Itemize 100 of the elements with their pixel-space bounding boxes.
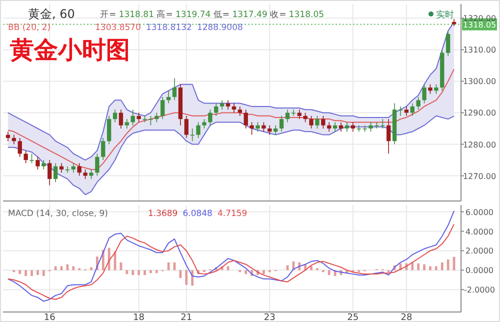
- line-series: [7, 210, 455, 302]
- candlestick: [89, 169, 94, 180]
- x-tick-label: 21: [180, 313, 192, 322]
- candlestick: [160, 96, 165, 120]
- bar: [155, 270, 158, 274]
- annotation: 黄金, 60: [28, 7, 75, 21]
- bar: [434, 266, 438, 270]
- text: BB (20, 2): [8, 23, 51, 33]
- bar: [411, 262, 414, 270]
- bar: [24, 270, 28, 276]
- candlestick: [30, 153, 34, 164]
- bar: [72, 266, 75, 270]
- candlestick: [422, 84, 426, 104]
- bar: [18, 270, 22, 274]
- candlestick: [53, 162, 58, 182]
- candlestick: [386, 118, 391, 154]
- annotation: 1.3689: [148, 209, 178, 219]
- candlestick: [130, 109, 135, 126]
- candlestick: [184, 115, 188, 138]
- candlestick: [350, 122, 355, 132]
- candlestick: [279, 115, 284, 132]
- candlestick: [112, 109, 118, 123]
- y-tick-label: 1290.00: [462, 108, 496, 118]
- bar: [126, 270, 128, 274]
- candlestick: [398, 106, 403, 116]
- candlestick: [48, 160, 52, 186]
- annotation: 4.7159: [217, 209, 248, 219]
- candlestick: [18, 138, 22, 158]
- text: MACD (14, 30, close, 9): [8, 209, 108, 219]
- candlestick: [106, 115, 112, 145]
- candlestick: [83, 169, 88, 180]
- candlestick: [71, 162, 76, 174]
- candlestick: [65, 166, 70, 174]
- line-series: [7, 224, 455, 300]
- bar: [185, 270, 188, 285]
- candlestick: [434, 84, 438, 94]
- bar: [417, 263, 420, 270]
- bar: [423, 264, 426, 270]
- bar: [310, 266, 312, 270]
- bar: [108, 248, 110, 270]
- y-tick-label: 4.0000: [466, 227, 494, 236]
- annotation: 1318.8132: [146, 23, 192, 33]
- candlestick: [410, 102, 414, 116]
- candlestick: [118, 109, 124, 129]
- y-tick-label: -2.0000: [464, 286, 495, 295]
- bar: [36, 270, 39, 276]
- y-tick-label: 1300.00: [462, 77, 496, 86]
- bar: [429, 266, 432, 270]
- bar: [144, 270, 146, 276]
- candlestick: [262, 122, 266, 132]
- candlestick: [59, 162, 64, 174]
- candlestick: [6, 131, 10, 142]
- candlestick: [12, 134, 16, 145]
- candlestick: [338, 122, 344, 132]
- candlestick: [268, 124, 272, 136]
- candlestick: [24, 150, 28, 164]
- candlestick: [136, 112, 141, 123]
- candlestick: [332, 122, 338, 132]
- candlestick: [101, 138, 106, 160]
- candlestick: [344, 122, 350, 132]
- candlestick: [315, 115, 320, 129]
- candlestick: [95, 153, 100, 176]
- candlestick: [256, 122, 260, 132]
- bar: [446, 259, 450, 270]
- candlestick: [321, 115, 326, 129]
- annotation: 开= 1318.81 高= 1319.74 低= 1317.49 收= 1318.05: [100, 9, 324, 20]
- annotation: 1288.9008: [196, 23, 243, 33]
- candlestick: [428, 84, 432, 94]
- y-tick-label: 0.0000: [466, 266, 494, 276]
- candlestick: [446, 30, 450, 56]
- candlestick: [238, 106, 242, 116]
- annotation: 实时: [436, 10, 454, 20]
- candlestick: [226, 100, 230, 110]
- x-tick-label: 16: [44, 313, 56, 322]
- candlestick: [291, 109, 296, 116]
- bar: [150, 270, 152, 274]
- annotation: 1303.8570: [95, 23, 141, 33]
- y-tick-label: 1310.00: [462, 46, 496, 55]
- bar: [30, 270, 33, 276]
- candlestick: [309, 115, 314, 129]
- candlestick: [297, 109, 302, 120]
- candlestick: [202, 118, 206, 129]
- candlestick: [250, 122, 254, 136]
- candlestick: [36, 156, 40, 170]
- candlestick: [303, 112, 308, 123]
- candlestick: [166, 90, 171, 104]
- bar: [262, 270, 265, 274]
- bar: [138, 270, 140, 276]
- x-tick-label: 23: [264, 313, 276, 322]
- candlestick: [404, 106, 409, 116]
- candlestick: [244, 109, 248, 129]
- x-tick-label: 25: [347, 313, 359, 322]
- bar: [328, 270, 330, 276]
- candlestick: [274, 124, 278, 136]
- candlestick: [285, 109, 290, 123]
- candlestick: [416, 96, 420, 110]
- bar: [440, 262, 444, 270]
- candlestick: [220, 100, 224, 110]
- bar: [244, 270, 248, 274]
- x-tick-label: 28: [400, 313, 412, 322]
